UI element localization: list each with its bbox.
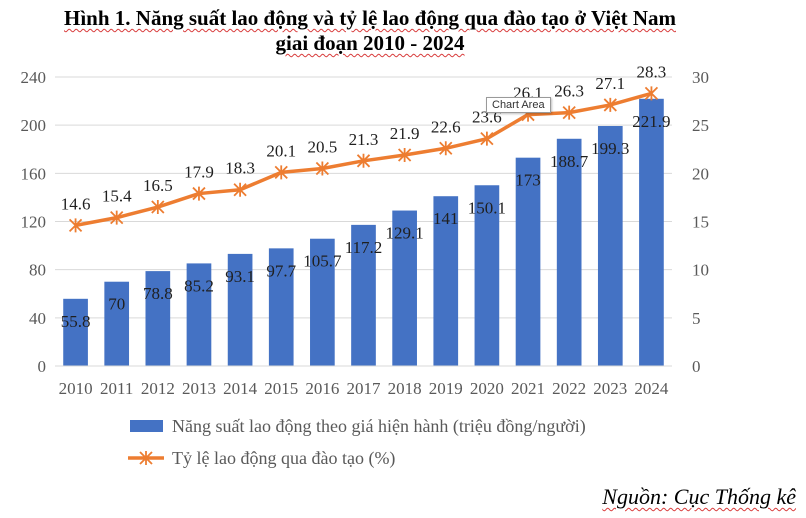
title-line-2: giai đoạn 2010 - 2024 [275, 31, 465, 55]
line-marker [233, 182, 247, 197]
y-left-tick-label: 240 [21, 68, 47, 87]
bar [310, 238, 335, 366]
bar [433, 196, 459, 366]
bar-data-label: 78.8 [143, 284, 173, 303]
bar [104, 281, 130, 366]
bar [515, 157, 541, 366]
line-marker [151, 200, 165, 215]
line-marker [439, 141, 453, 156]
x-tick-label: 2012 [141, 379, 175, 398]
x-tick-label: 2022 [552, 379, 586, 398]
line-data-label: 18.3 [225, 159, 255, 178]
bar-data-label: 105.7 [303, 252, 342, 271]
line-marker [315, 161, 330, 176]
x-tick-label: 2020 [470, 379, 504, 398]
y-left-tick-label: 0 [38, 357, 47, 376]
line-data-label: 20.1 [266, 141, 296, 160]
y-right-tick-label: 10 [692, 261, 709, 280]
line-data-label: 26.3 [554, 82, 584, 101]
bar-data-label: 93.1 [225, 267, 255, 286]
x-tick-label: 2017 [347, 379, 382, 398]
bar-data-label: 173 [515, 171, 541, 190]
y-left-tick-label: 120 [21, 213, 47, 232]
line-data-label: 17.9 [184, 163, 214, 182]
y-right-tick-label: 15 [692, 213, 709, 232]
line-marker [603, 97, 617, 112]
bar [186, 263, 212, 366]
y-right-tick-label: 25 [692, 116, 709, 135]
x-tick-label: 2013 [182, 379, 216, 398]
bar-data-label: 129.1 [386, 224, 424, 243]
line-data-label: 16.5 [143, 176, 173, 195]
line-marker [192, 186, 206, 201]
bar [474, 185, 500, 366]
x-tick-label: 2023 [593, 379, 627, 398]
y-left-tick-label: 40 [29, 309, 46, 328]
bar-data-label: 188.7 [550, 152, 589, 171]
bar-data-label: 150.1 [468, 198, 506, 217]
x-tick-label: 2018 [388, 379, 422, 398]
line-data-label: 21.3 [349, 130, 379, 149]
x-tick-label: 2024 [634, 379, 669, 398]
line-marker [68, 218, 83, 233]
chart-title: Hình 1. Năng suất lao động và tỷ lệ lao … [0, 6, 740, 56]
bar [268, 248, 294, 366]
bar-data-label: 199.3 [591, 139, 629, 158]
y-left-tick-label: 160 [21, 164, 47, 183]
line-marker [274, 165, 288, 180]
line-data-label: 21.9 [390, 124, 420, 143]
y-right-tick-label: 20 [692, 164, 709, 183]
bar [227, 253, 253, 366]
title-line-1: Hình 1. Năng suất lao động và tỷ lệ lao … [64, 6, 676, 30]
line-marker [110, 210, 124, 225]
y-left-tick-label: 80 [29, 261, 46, 280]
line-data-label: 14.6 [61, 194, 91, 213]
y-right-tick-label: 5 [692, 309, 701, 328]
line-marker [480, 131, 494, 146]
bar-data-label: 221.9 [632, 112, 670, 131]
bar-data-label: 117.2 [345, 238, 383, 257]
source-note: Nguồn: Cục Thống kê [602, 484, 796, 509]
bar-data-label: 55.8 [61, 312, 91, 331]
x-tick-label: 2011 [100, 379, 133, 398]
line-data-label: 15.4 [102, 187, 132, 206]
legend-bar-label: Năng suất lao động theo giá hiện hành (t… [172, 416, 586, 437]
legend-line-marker [139, 451, 153, 465]
x-tick-label: 2021 [511, 379, 545, 398]
x-tick-label: 2016 [305, 379, 339, 398]
bar-data-label: 85.2 [184, 276, 214, 295]
y-left-tick-label: 200 [21, 116, 47, 135]
x-tick-label: 2015 [264, 379, 298, 398]
bar [639, 98, 664, 367]
line-marker [397, 148, 412, 163]
y-right-tick-label: 0 [692, 357, 701, 376]
x-tick-label: 2010 [59, 379, 93, 398]
y-right-tick-label: 30 [692, 68, 709, 87]
legend-bar-swatch [130, 420, 163, 432]
line-marker [562, 105, 576, 120]
bar [63, 298, 88, 366]
chart-area[interactable]: 0 40 80 120 160 200 240 0 5 10 15 20 25 30 55.8 70 78.8 8… [0, 60, 806, 478]
line-marker [644, 86, 659, 101]
bar [597, 126, 623, 366]
line-marker [356, 153, 371, 168]
bar [145, 271, 171, 366]
bar [351, 224, 376, 366]
line-data-label: 27.1 [595, 74, 625, 93]
bar-data-label: 141 [433, 209, 459, 228]
bar [392, 210, 417, 366]
bar-data-label: 97.7 [266, 261, 296, 280]
bar [556, 138, 582, 366]
x-tick-label: 2019 [429, 379, 463, 398]
line-data-label: 28.3 [637, 62, 667, 81]
x-tick-label: 2014 [223, 379, 258, 398]
bar-data-label: 70 [108, 295, 125, 314]
line-data-label: 20.5 [307, 138, 337, 157]
chart-area-tooltip: Chart Area [486, 97, 551, 113]
legend-line-label: Tỷ lệ lao động qua đào tạo (%) [172, 448, 395, 469]
line-data-label: 22.6 [431, 117, 461, 136]
